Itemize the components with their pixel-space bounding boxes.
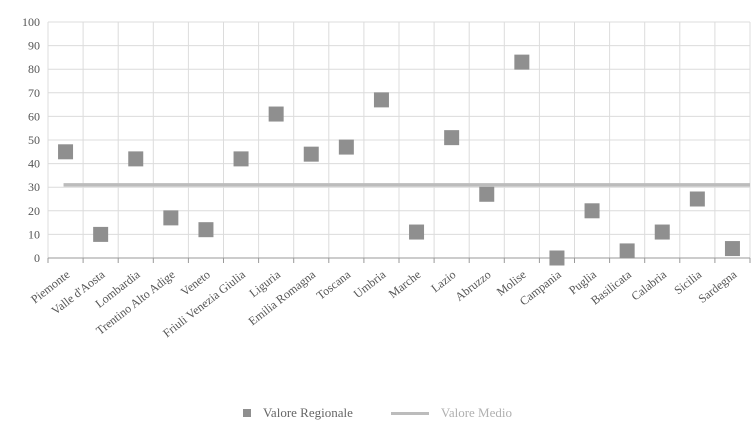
legend-line-marker [390, 411, 429, 415]
legend-item-mean: Valore Medio [390, 405, 512, 421]
x-tick-label-12: Abruzzo [452, 267, 493, 303]
data-point-15 [584, 203, 600, 219]
x-tick-label-8: Toscana [314, 267, 354, 303]
legend: Valore Regionale Valore Medio [0, 403, 755, 423]
points-group [58, 54, 740, 266]
data-point-2 [128, 151, 144, 167]
y-tick-label-6: 60 [28, 109, 40, 123]
legend-label-mean: Valore Medio [440, 405, 512, 420]
data-point-8 [338, 139, 354, 155]
y-tick-label-8: 80 [28, 62, 40, 76]
y-tick-label-7: 70 [28, 86, 40, 100]
x-tick-label-19: Sardegna [695, 267, 739, 306]
y-tick-labels: 0 10 20 30 40 50 60 70 80 90 100 [22, 15, 40, 265]
y-tick-label-0: 0 [34, 251, 40, 265]
y-tick-label-5: 50 [28, 133, 40, 147]
x-tick-label-16: Basilicata [588, 267, 634, 308]
y-tick-label-2: 20 [28, 204, 40, 218]
data-point-7 [303, 146, 319, 162]
data-point-13 [514, 54, 530, 70]
y-tick-label-9: 90 [28, 39, 40, 53]
legend-label-regional: Valore Regionale [262, 405, 353, 420]
data-point-9 [373, 92, 389, 108]
data-point-10 [409, 224, 425, 240]
data-point-1 [93, 226, 109, 242]
legend-square-marker [242, 409, 251, 417]
axis [47, 257, 751, 263]
data-point-12 [479, 186, 495, 202]
data-point-18 [689, 191, 705, 207]
data-point-3 [163, 210, 179, 226]
data-point-6 [268, 106, 284, 122]
data-point-11 [444, 130, 460, 146]
data-point-4 [198, 222, 214, 238]
data-point-17 [654, 224, 670, 240]
data-point-0 [58, 144, 74, 160]
legend-item-regional: Valore Regionale [242, 405, 353, 421]
y-tick-label-4: 40 [28, 157, 40, 171]
y-tick-label-10: 100 [22, 15, 40, 29]
data-point-19 [724, 241, 740, 257]
data-point-16 [619, 243, 635, 259]
x-tick-label-9: Umbria [351, 267, 389, 301]
data-point-14 [549, 250, 565, 266]
y-tick-label-1: 10 [28, 227, 40, 241]
grid [47, 21, 751, 259]
y-tick-label-3: 30 [28, 180, 40, 194]
x-tick-label-17: Calabria [628, 267, 669, 303]
x-tick-label-10: Marche [386, 267, 424, 301]
data-point-5 [233, 151, 249, 167]
